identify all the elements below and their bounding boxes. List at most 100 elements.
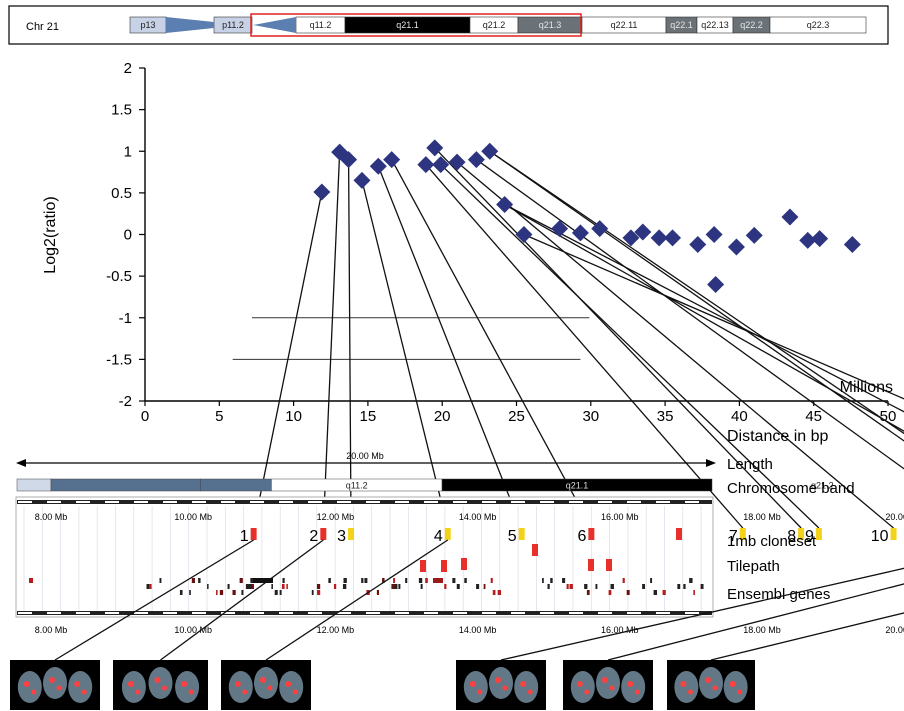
fish-nucleus: [489, 667, 513, 699]
point-clone-connector: [347, 159, 352, 529]
ruler-segment: [47, 501, 61, 503]
fish-connector: [710, 612, 904, 661]
fish-nucleus: [17, 671, 42, 703]
y-tick-label: -0.5: [106, 268, 132, 285]
clone-marks: 12345678910111213141516: [240, 528, 897, 545]
clone-marker: [444, 528, 451, 540]
gene-marker: [191, 578, 195, 583]
gene-marker: [216, 590, 218, 595]
gene-marker: [608, 590, 612, 595]
clone-number: 7: [729, 528, 738, 545]
clone-marker: [890, 528, 897, 540]
ruler-segment: [192, 501, 206, 503]
clone-number: 4: [434, 528, 443, 545]
data-point: [496, 196, 514, 214]
x-axis-title: Distance in bp: [727, 428, 828, 445]
ruler-label: 10.00 Mb: [174, 512, 212, 522]
ruler-label: 20.00 Mb: [885, 512, 904, 522]
gene-marker: [239, 578, 243, 583]
centromere-p: [166, 17, 214, 33]
gene-marker: [146, 584, 149, 589]
fish-nucleus: [43, 667, 67, 699]
fish-connectors: [54, 539, 904, 661]
clone-marker: [320, 528, 327, 540]
point-clone-connector: [489, 150, 904, 442]
ruler-segment: [511, 501, 525, 503]
ideogram-band-label: q22.11: [611, 20, 638, 30]
fish-signal: [627, 681, 634, 687]
ruler-segment: [250, 501, 264, 503]
ruler-segment: [453, 501, 467, 503]
gene-marker: [317, 590, 321, 595]
clone-connectors: [252, 147, 904, 529]
gene-marker: [626, 590, 630, 595]
band-label: Chromosome band: [727, 480, 855, 497]
y-tick-label: 0: [124, 227, 132, 244]
fish-signal: [680, 681, 687, 687]
fish-signal: [181, 681, 188, 687]
clone-number: 10: [871, 528, 889, 545]
y-tick-label: 1.5: [111, 102, 132, 119]
point-clone-connector: [523, 233, 904, 400]
gene-marker: [286, 584, 288, 589]
ideogram-band-label: q11.2: [310, 20, 332, 30]
gene-marker: [497, 590, 502, 595]
data-point: [650, 229, 668, 247]
data-point: [811, 230, 829, 248]
chromosome-label: Chr 21: [26, 21, 59, 33]
ruler-segment: [163, 612, 177, 614]
fish-signal: [49, 677, 55, 683]
fish-nucleus: [699, 667, 723, 699]
ruler-label: 8.00 Mb: [35, 512, 68, 522]
fish-connector: [500, 567, 904, 661]
clone-number: 9: [805, 528, 814, 545]
gene-marker: [562, 578, 566, 583]
ideogram-band-label: q22.3: [807, 20, 830, 30]
fish-nucleus: [570, 671, 595, 703]
ruler-label: 16.00 Mb: [601, 625, 639, 635]
data-point: [448, 153, 466, 171]
ideogram-band-label: q22.2: [740, 20, 763, 30]
fish-nucleus: [148, 667, 173, 699]
fish-nucleus: [121, 671, 146, 703]
ruler-bar: [17, 500, 712, 504]
clone-marker: [739, 528, 746, 540]
gene-marker: [433, 578, 443, 583]
x-tick-label: 40: [731, 408, 748, 425]
fish-signal: [634, 689, 640, 695]
ruler-segment: [685, 501, 699, 503]
ideogram-band-label: q21.3: [539, 20, 562, 30]
ruler-segment: [627, 612, 641, 614]
gene-marker: [311, 590, 314, 595]
fish-signal: [576, 681, 583, 687]
data-point: [313, 183, 331, 201]
fish-signal: [502, 685, 508, 691]
gene-marker: [207, 584, 209, 589]
data-point: [383, 151, 401, 169]
tilepath-track-label: Tilepath: [727, 558, 780, 575]
data-point: [515, 226, 533, 243]
gene-marker: [219, 590, 223, 595]
ideogram-band-label: q22.13: [701, 20, 729, 30]
gene-marks: [29, 578, 704, 595]
length-label: Length: [727, 456, 773, 473]
x-tick-label: 35: [657, 408, 674, 425]
fish-nucleus: [228, 671, 253, 703]
gene-marker: [328, 578, 331, 583]
fish-nucleus: [68, 671, 93, 703]
fish-nucleus: [674, 671, 699, 703]
gene-marker: [221, 590, 224, 595]
fish-signal: [687, 689, 693, 695]
fish-nucleus: [254, 667, 278, 699]
fish-signal: [154, 677, 161, 683]
gene-marker: [364, 578, 368, 583]
clone-number: 6: [577, 528, 586, 545]
ruler-label: 18.00 Mb: [743, 512, 781, 522]
gene-marker: [492, 590, 496, 595]
ruler-label: 14.00 Mb: [459, 625, 497, 635]
gene-marker: [569, 584, 573, 589]
gene-marker: [274, 590, 277, 595]
clone-marker: [348, 528, 355, 540]
